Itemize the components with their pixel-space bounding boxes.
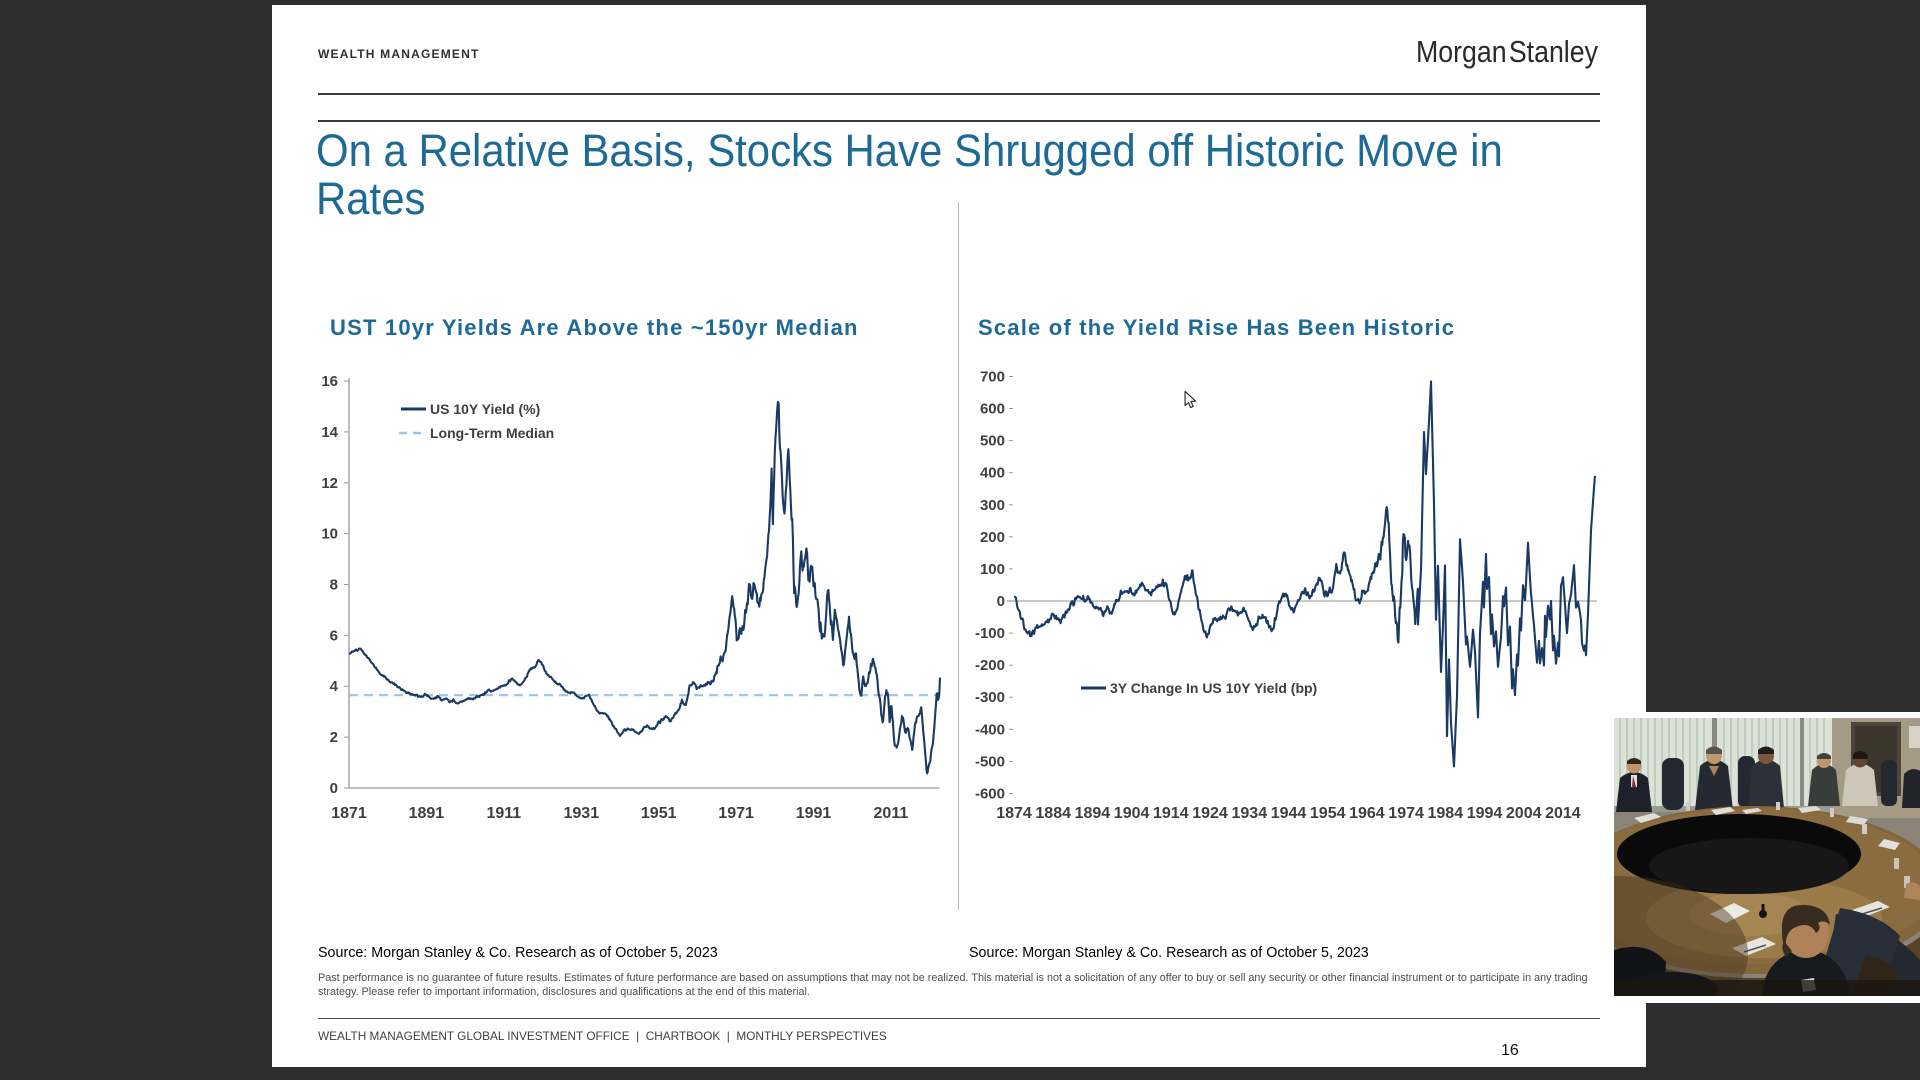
svg-text:100: 100 xyxy=(980,561,1005,578)
svg-text:US 10Y Yield (%): US 10Y Yield (%) xyxy=(430,401,540,417)
svg-text:-500: -500 xyxy=(975,753,1005,770)
svg-text:1951: 1951 xyxy=(641,805,677,822)
svg-text:1991: 1991 xyxy=(796,805,832,822)
svg-text:600: 600 xyxy=(980,401,1005,418)
svg-text:1911: 1911 xyxy=(486,805,521,822)
svg-text:1894: 1894 xyxy=(1075,805,1111,822)
svg-text:1874: 1874 xyxy=(996,805,1032,822)
svg-text:-200: -200 xyxy=(975,657,1005,674)
svg-text:1994: 1994 xyxy=(1467,805,1503,822)
svg-text:2004: 2004 xyxy=(1506,805,1542,822)
svg-text:1914: 1914 xyxy=(1153,805,1189,822)
svg-text:-300: -300 xyxy=(975,689,1005,706)
svg-text:1931: 1931 xyxy=(564,805,600,822)
svg-text:2: 2 xyxy=(330,729,338,746)
svg-text:1971: 1971 xyxy=(718,805,754,822)
svg-text:400: 400 xyxy=(980,465,1005,482)
svg-text:6: 6 xyxy=(330,627,338,644)
svg-text:3Y Change In US 10Y Yield (bp): 3Y Change In US 10Y Yield (bp) xyxy=(1110,680,1317,696)
svg-text:2014: 2014 xyxy=(1545,805,1581,822)
svg-text:1891: 1891 xyxy=(409,805,445,822)
svg-text:1924: 1924 xyxy=(1192,805,1228,822)
svg-text:-100: -100 xyxy=(975,625,1005,642)
svg-text:1964: 1964 xyxy=(1349,805,1385,822)
svg-text:700: 700 xyxy=(980,369,1005,386)
svg-text:1884: 1884 xyxy=(1035,805,1071,822)
svg-text:500: 500 xyxy=(980,433,1005,450)
svg-text:12: 12 xyxy=(321,475,338,492)
svg-text:Long-Term Median: Long-Term Median xyxy=(430,425,554,441)
svg-text:1974: 1974 xyxy=(1388,805,1424,822)
svg-text:1954: 1954 xyxy=(1310,805,1346,822)
svg-text:-600: -600 xyxy=(975,786,1005,803)
svg-text:4: 4 xyxy=(330,678,339,695)
svg-text:-400: -400 xyxy=(975,721,1005,738)
svg-text:0: 0 xyxy=(330,780,338,797)
svg-text:14: 14 xyxy=(321,424,338,441)
svg-text:1871: 1871 xyxy=(331,805,367,822)
svg-text:8: 8 xyxy=(330,577,338,594)
svg-text:1944: 1944 xyxy=(1271,805,1307,822)
svg-text:0: 0 xyxy=(997,593,1005,610)
svg-text:16: 16 xyxy=(321,373,338,390)
svg-text:1934: 1934 xyxy=(1232,805,1268,822)
svg-text:1984: 1984 xyxy=(1428,805,1464,822)
svg-text:10: 10 xyxy=(321,526,338,543)
svg-text:2011: 2011 xyxy=(874,805,909,822)
svg-text:200: 200 xyxy=(980,529,1005,546)
svg-text:300: 300 xyxy=(980,497,1005,514)
svg-text:1904: 1904 xyxy=(1114,805,1150,822)
